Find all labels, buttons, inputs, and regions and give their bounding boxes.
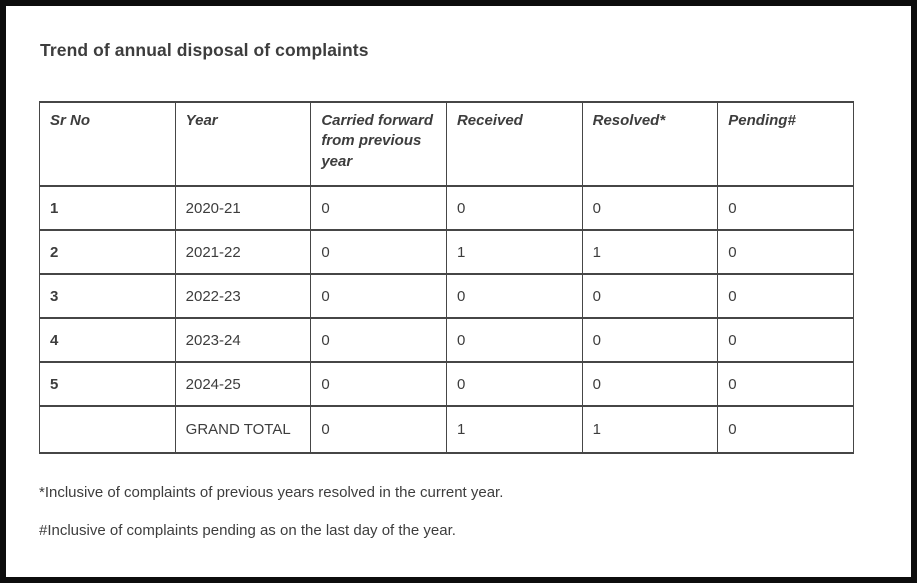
complaints-table: Sr No Year Carried forward from previous…	[39, 101, 854, 454]
table-row: 2 2021-22 0 1 1 0	[39, 229, 854, 275]
grand-total-row: GRAND TOTAL 0 1 1 0	[39, 405, 854, 454]
column-header-year: Year	[174, 101, 312, 187]
table-body: 1 2020-21 0 0 0 0 2 2021-22 0 1 1 0 3 20…	[39, 185, 854, 454]
cell-received: 0	[445, 317, 583, 363]
header-row: Sr No Year Carried forward from previous…	[39, 101, 854, 187]
cell-resolved: 0	[581, 361, 719, 407]
cell-sr-no: 3	[39, 273, 176, 319]
table-header: Sr No Year Carried forward from previous…	[39, 101, 854, 187]
cell-year: 2024-25	[174, 361, 312, 407]
cell-received: 0	[445, 273, 583, 319]
cell-carried-forward: 0	[310, 317, 447, 363]
cell-carried-forward: 0	[310, 273, 447, 319]
cell-resolved: 1	[581, 229, 719, 275]
cell-carried-forward: 0	[310, 361, 447, 407]
cell-year: 2022-23	[174, 273, 312, 319]
cell-year: 2020-21	[174, 185, 312, 231]
cell-pending-total: 0	[717, 405, 854, 454]
cell-received: 0	[445, 361, 583, 407]
cell-carried-forward: 0	[310, 229, 447, 275]
column-header-carried-forward: Carried forward from previous year	[310, 101, 447, 187]
page-title: Trend of annual disposal of complaints	[40, 40, 369, 60]
cell-pending: 0	[717, 317, 854, 363]
cell-received: 1	[445, 229, 583, 275]
cell-pending: 0	[717, 361, 854, 407]
cell-sr-no: 4	[39, 317, 176, 363]
footnote-resolved: *Inclusive of complaints of previous yea…	[39, 484, 504, 501]
footnotes-section: *Inclusive of complaints of previous yea…	[39, 484, 878, 539]
cell-sr-no: 5	[39, 361, 176, 407]
cell-grand-total-label: GRAND TOTAL	[174, 405, 312, 454]
table-row: 3 2022-23 0 0 0 0	[39, 273, 854, 319]
column-header-resolved: Resolved*	[581, 101, 719, 187]
cell-pending: 0	[717, 229, 854, 275]
cell-resolved: 0	[581, 185, 719, 231]
cell-year: 2021-22	[174, 229, 312, 275]
cell-pending: 0	[717, 185, 854, 231]
cell-pending: 0	[717, 273, 854, 319]
column-header-received: Received	[445, 101, 583, 187]
cell-resolved-total: 1	[581, 405, 719, 454]
cell-carried-forward-total: 0	[310, 405, 447, 454]
cell-received-total: 1	[445, 405, 583, 454]
cell-received: 0	[445, 185, 583, 231]
cell-sr-no-empty	[39, 405, 176, 454]
cell-year: 2023-24	[174, 317, 312, 363]
cell-sr-no: 1	[39, 185, 176, 231]
cell-sr-no: 2	[39, 229, 176, 275]
column-header-sr-no: Sr No	[39, 101, 176, 187]
cell-carried-forward: 0	[310, 185, 447, 231]
column-header-pending: Pending#	[717, 101, 854, 187]
table-row: 1 2020-21 0 0 0 0	[39, 185, 854, 231]
table-row: 4 2023-24 0 0 0 0	[39, 317, 854, 363]
cell-resolved: 0	[581, 317, 719, 363]
cell-resolved: 0	[581, 273, 719, 319]
table-row: 5 2024-25 0 0 0 0	[39, 361, 854, 407]
footnote-pending: #Inclusive of complaints pending as on t…	[39, 522, 456, 539]
